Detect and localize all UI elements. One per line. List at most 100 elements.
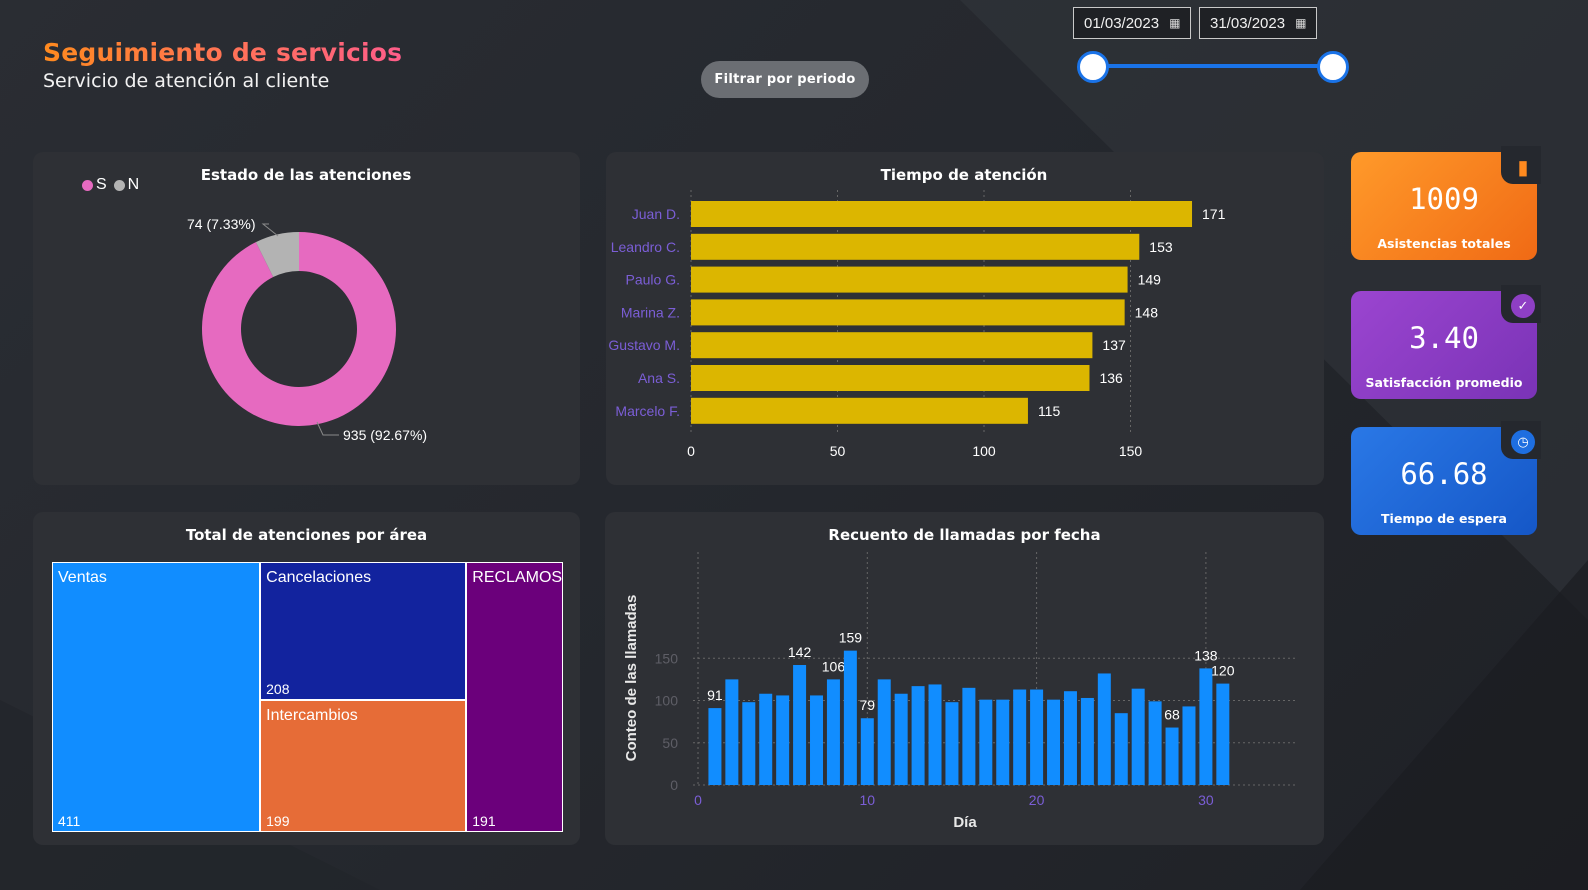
x-tick-label: 0 bbox=[694, 792, 702, 808]
bar-3 bbox=[691, 266, 1128, 293]
column-day-17 bbox=[979, 699, 993, 785]
start-date-input[interactable]: 01/03/2023 ▦ bbox=[1073, 7, 1191, 39]
kpi-label: Asistencias totales bbox=[1377, 236, 1511, 251]
bar-value-label: 137 bbox=[1102, 337, 1126, 353]
chat-bubbles-icon: ▮ bbox=[1517, 156, 1529, 179]
kpi-value: 3.40 bbox=[1409, 321, 1479, 355]
column-day-25 bbox=[1114, 713, 1128, 785]
date-range-slider-track[interactable] bbox=[1093, 64, 1333, 68]
column-day-13 bbox=[911, 686, 925, 785]
column-day-6 bbox=[793, 665, 807, 785]
donut-legend: S N bbox=[82, 176, 139, 194]
category-label: Paulo G. bbox=[626, 272, 680, 288]
column-day-23 bbox=[1080, 697, 1094, 785]
leader-line-s bbox=[316, 421, 339, 436]
x-tick-label: 150 bbox=[1119, 443, 1143, 459]
column-day-20 bbox=[1030, 689, 1044, 785]
treemap-cell-value: 191 bbox=[472, 813, 496, 829]
bar-1 bbox=[691, 201, 1193, 227]
column-value-label: 159 bbox=[839, 630, 863, 646]
bar-6 bbox=[691, 365, 1090, 391]
treemap-cell-ventas[interactable]: Ventas 411 bbox=[52, 562, 261, 832]
legend-label-s: S bbox=[96, 176, 107, 193]
category-label: Marina Z. bbox=[621, 304, 680, 320]
header: Seguimiento de servicios Servicio de ate… bbox=[43, 38, 402, 92]
treemap-card: Total de atenciones por área Ventas 411 Ca… bbox=[33, 512, 580, 845]
bar-7 bbox=[691, 397, 1028, 424]
column-day-12 bbox=[894, 693, 908, 785]
kpi-label: Satisfacción promedio bbox=[1365, 375, 1523, 390]
treemap-title: Total de atenciones por área bbox=[185, 526, 428, 544]
y-tick-label: 100 bbox=[655, 693, 679, 709]
bar-2 bbox=[691, 233, 1140, 260]
category-label: Leandro C. bbox=[611, 239, 680, 255]
column-day-14 bbox=[928, 684, 942, 785]
date-range-start-handle[interactable] bbox=[1077, 51, 1109, 83]
kpi-total-assists: ▮ 1009 Asistencias totales bbox=[1351, 146, 1541, 260]
column-day-15 bbox=[945, 702, 959, 785]
bar-5 bbox=[691, 332, 1093, 359]
donut-chart: 74 (7.33%) 935 (92.67%) bbox=[187, 216, 427, 443]
check-circle-icon: ✓ bbox=[1511, 294, 1535, 318]
kpi-value: 1009 bbox=[1409, 182, 1479, 216]
start-date-value: 01/03/2023 bbox=[1084, 14, 1160, 32]
y-tick-label: 0 bbox=[670, 777, 678, 793]
treemap-cell-value: 208 bbox=[266, 680, 290, 697]
calendar-icon[interactable]: ▦ bbox=[1169, 16, 1181, 30]
donut-card: Estado de las atenciones S N 74 (7.33%) 9… bbox=[33, 152, 580, 485]
calendar-icon[interactable]: ▦ bbox=[1295, 16, 1307, 30]
treemap-cell-value: 199 bbox=[266, 812, 290, 829]
column-day-4 bbox=[759, 693, 773, 785]
x-tick-label: 10 bbox=[860, 792, 876, 808]
treemap-cell-intercambios[interactable]: Intercambios 199 bbox=[260, 699, 467, 832]
kpi-label: Tiempo de espera bbox=[1381, 511, 1507, 526]
page-title: Seguimiento de servicios bbox=[43, 38, 403, 67]
column-day-29 bbox=[1182, 706, 1196, 785]
category-label: Gustavo M. bbox=[608, 337, 680, 353]
y-axis-title: Conteo de las llamadas bbox=[623, 595, 640, 762]
time-bar-card: Tiempo de atención 0 50 100 150 Juan D. 171 Le… bbox=[606, 152, 1324, 485]
column-value-label: 138 bbox=[1194, 647, 1218, 663]
treemap-cell-label: RECLAMOS bbox=[472, 569, 563, 586]
page-subtitle: Servicio de atención al cliente bbox=[43, 70, 330, 92]
column-day-24 bbox=[1097, 673, 1111, 785]
x-tick-label: 0 bbox=[687, 443, 695, 459]
treemap-cell-label: Cancelaciones bbox=[266, 569, 372, 586]
x-tick-label: 20 bbox=[1029, 792, 1045, 808]
category-label: Ana S. bbox=[638, 370, 680, 386]
treemap-chart: Ventas 411 Cancelaciones 208 Intercambios 199… bbox=[52, 562, 563, 832]
treemap-cell-reclamos[interactable]: RECLAMOS 191 bbox=[466, 562, 563, 832]
x-tick-label: 50 bbox=[830, 443, 846, 459]
end-date-value: 31/03/2023 bbox=[1210, 14, 1286, 32]
date-range-end-handle[interactable] bbox=[1317, 51, 1349, 83]
column-day-19 bbox=[1013, 689, 1027, 785]
column-value-label: 91 bbox=[707, 687, 723, 703]
bar-value-label: 115 bbox=[1038, 403, 1061, 419]
column-day-5 bbox=[776, 695, 790, 785]
column-day-7 bbox=[810, 695, 824, 785]
legend-label-n: N bbox=[127, 176, 140, 193]
column-day-31 bbox=[1216, 683, 1230, 785]
column-day-3 bbox=[742, 702, 756, 785]
column-value-label: 142 bbox=[788, 644, 812, 660]
column-day-9 bbox=[843, 650, 857, 785]
bar-4 bbox=[691, 299, 1125, 326]
kpi-wait-time: ◷ 66.68 Tiempo de espera bbox=[1351, 421, 1541, 535]
treemap-cell-value: 411 bbox=[58, 813, 81, 829]
leader-line-n bbox=[261, 223, 279, 237]
column-day-11 bbox=[877, 679, 891, 785]
treemap-cell-cancelaciones[interactable]: Cancelaciones 208 bbox=[260, 562, 467, 700]
calls-bar-card: Recuento de llamadas por fecha 0 50 100 150… bbox=[605, 512, 1324, 845]
column-day-27 bbox=[1148, 701, 1162, 785]
bar-value-label: 153 bbox=[1149, 239, 1173, 255]
filter-period-button[interactable]: Filtrar por periodo bbox=[701, 61, 869, 98]
column-value-label: 120 bbox=[1211, 663, 1235, 679]
donut-label-n: 74 (7.33%) bbox=[187, 216, 255, 232]
bar-value-label: 148 bbox=[1135, 304, 1159, 320]
end-date-input[interactable]: 31/03/2023 ▦ bbox=[1199, 7, 1317, 39]
donut-slice-s bbox=[202, 232, 396, 426]
bar-value-label: 171 bbox=[1202, 206, 1226, 222]
time-bar-chart: 0 50 100 150 Juan D. 171 Leandro C. 153 Paulo G.… bbox=[608, 190, 1226, 459]
column-day-1 bbox=[708, 708, 722, 785]
kpi-value: 66.68 bbox=[1400, 457, 1488, 491]
